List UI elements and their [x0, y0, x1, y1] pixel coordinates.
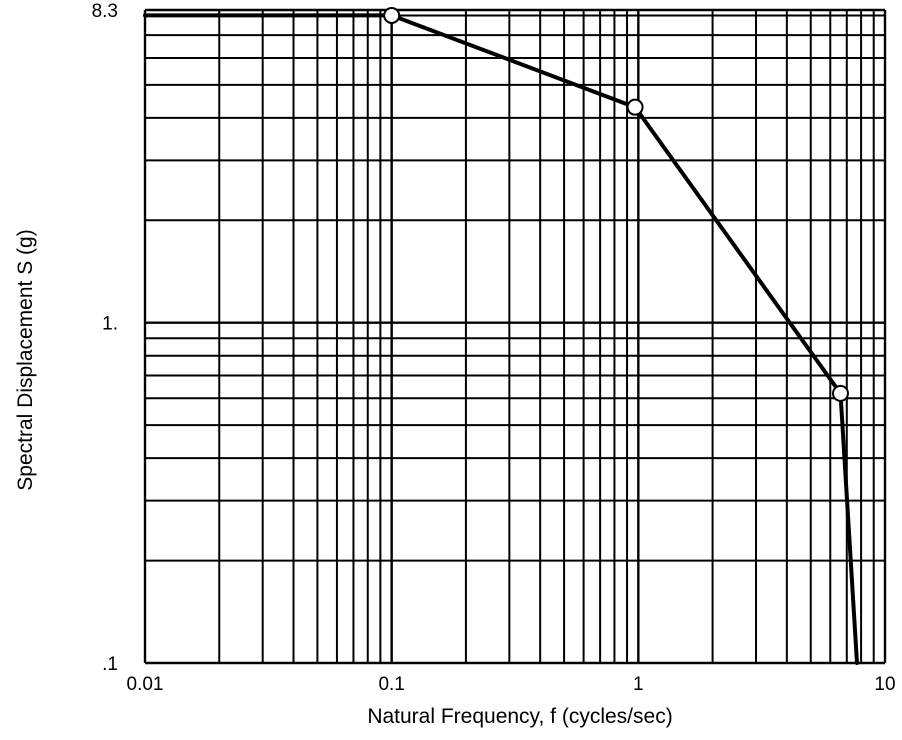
x-tick-label: 0.1: [378, 674, 404, 695]
data-point-marker: [626, 98, 644, 116]
data-point-marker: [831, 384, 849, 402]
chart-series: [143, 6, 859, 665]
y-tick-label: .1: [102, 654, 118, 675]
y-tick-label: 1.: [102, 314, 118, 335]
x-tick-label: 1: [633, 674, 644, 695]
data-point-marker: [383, 6, 401, 24]
x-axis-label: Natural Frequency, f (cycles/sec): [367, 705, 672, 728]
y-axis-label: Spectral Displacement S (g): [14, 229, 37, 490]
chart-grid: [143, 8, 887, 665]
chart-ticks: 0.01 0.1 1 10 .1 1. 8.3: [92, 1, 896, 695]
y-tick-label: 8.3: [92, 1, 118, 22]
x-tick-label: 0.01: [127, 674, 164, 695]
x-tick-label: 10: [874, 674, 895, 695]
